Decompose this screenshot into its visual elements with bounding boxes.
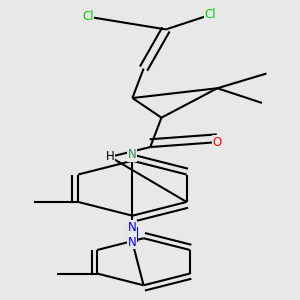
Text: Cl: Cl — [205, 8, 216, 21]
Text: O: O — [213, 136, 222, 149]
Text: N: N — [128, 236, 137, 249]
Text: H: H — [106, 150, 114, 164]
Text: N: N — [128, 221, 137, 234]
Text: Cl: Cl — [82, 10, 94, 23]
Text: N: N — [128, 148, 137, 161]
